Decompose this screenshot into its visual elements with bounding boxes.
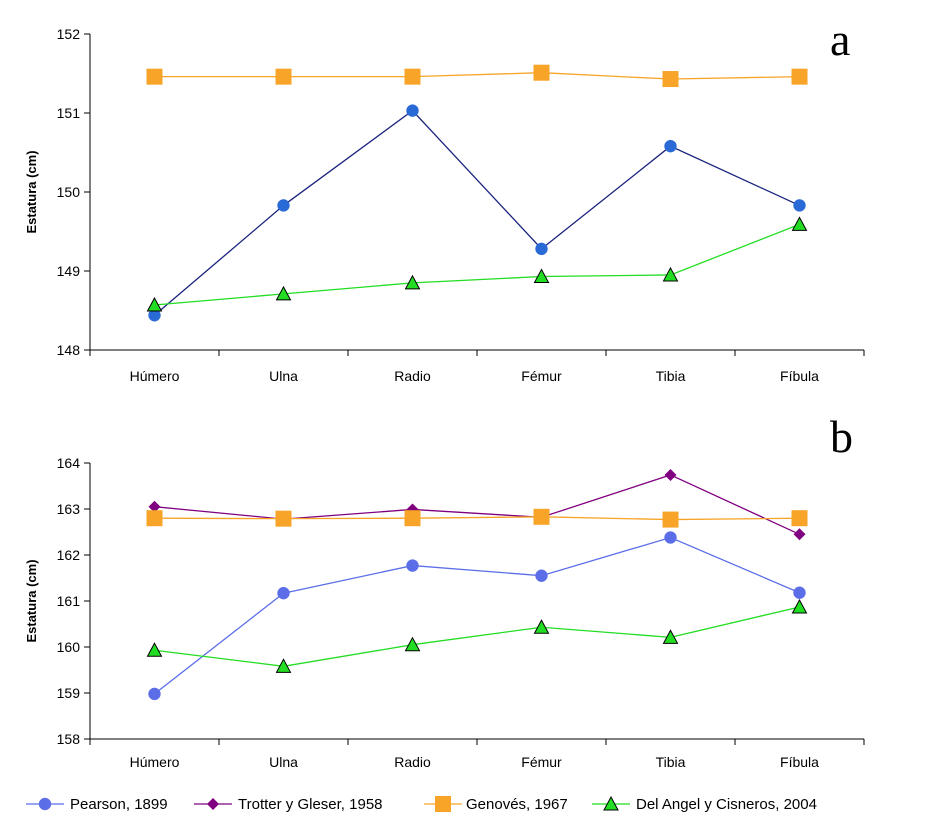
data-point bbox=[277, 586, 290, 600]
data-point bbox=[404, 274, 421, 290]
series-line bbox=[154, 474, 800, 535]
x-tick-label: Tibia bbox=[656, 368, 686, 384]
series-line bbox=[154, 536, 800, 695]
legend-marker bbox=[435, 796, 451, 812]
x-tick-label: Fíbula bbox=[780, 754, 819, 770]
series-line bbox=[154, 516, 800, 521]
legend-label: Genovés, 1967 bbox=[466, 796, 568, 813]
data-point bbox=[793, 528, 806, 541]
data-point bbox=[148, 687, 161, 701]
data-point bbox=[662, 71, 679, 88]
series-delangel bbox=[146, 216, 808, 312]
chart-panel-b: 158 159 160 161 162 163 164 Húmero Ulna Radio Fému… bbox=[24, 411, 865, 770]
y-axis-label: Estatura (cm) bbox=[24, 559, 39, 642]
data-point bbox=[535, 569, 548, 582]
data-point bbox=[404, 510, 421, 527]
legend-item-trotter: Trotter y Gleser, 1958 bbox=[194, 796, 383, 813]
y-tick-label: 162 bbox=[57, 547, 81, 563]
y-tick-label: 163 bbox=[57, 501, 81, 517]
y-tick-label: 164 bbox=[57, 455, 81, 471]
series-line bbox=[154, 606, 800, 667]
y-tick-label: 151 bbox=[57, 105, 81, 121]
series-line bbox=[154, 72, 800, 80]
data-point bbox=[791, 510, 808, 527]
data-point bbox=[533, 64, 550, 81]
x-tick-label: Fémur bbox=[521, 368, 562, 384]
series-line bbox=[154, 223, 800, 306]
data-point bbox=[533, 268, 550, 284]
data-point bbox=[662, 511, 679, 528]
x-tick-label: Húmero bbox=[130, 754, 180, 770]
data-point bbox=[148, 500, 161, 513]
series-trotter bbox=[148, 468, 806, 541]
legend: Pearson, 1899 Trotter y Gleser, 1958 Genov… bbox=[26, 795, 817, 813]
legend-item-genoves: Genovés, 1967 bbox=[424, 796, 568, 813]
y-tick-label: 161 bbox=[57, 593, 81, 609]
data-point bbox=[406, 503, 419, 516]
data-point bbox=[535, 242, 548, 256]
data-point bbox=[533, 508, 550, 525]
x-tick-label: Ulna bbox=[269, 368, 298, 384]
data-point bbox=[146, 510, 163, 527]
data-point bbox=[275, 285, 292, 301]
y-tick-label: 160 bbox=[57, 639, 81, 655]
data-point bbox=[662, 266, 679, 282]
data-point bbox=[146, 642, 163, 657]
series-delangel bbox=[146, 598, 808, 673]
y-tick-label: 158 bbox=[57, 731, 81, 747]
x-tick-label: Radio bbox=[394, 368, 431, 384]
data-point bbox=[406, 104, 419, 117]
series-genoves bbox=[146, 508, 808, 528]
data-point bbox=[791, 598, 808, 614]
series-pearson bbox=[148, 104, 806, 322]
legend-item-delangel: Del Angel y Cisneros, 2004 bbox=[592, 795, 817, 813]
data-point bbox=[146, 68, 163, 85]
data-point bbox=[275, 68, 292, 85]
chart-panel-a: 148 149 150 151 152 Húmero Ulna Radio Fémur Tibia… bbox=[24, 14, 865, 384]
y-axis-label: Estatura (cm) bbox=[24, 150, 39, 233]
data-point bbox=[146, 296, 163, 312]
data-point bbox=[791, 68, 808, 85]
legend-label: Del Angel y Cisneros, 2004 bbox=[636, 796, 817, 813]
series-line bbox=[154, 109, 800, 316]
x-tick-label: Fíbula bbox=[780, 368, 819, 384]
legend-label: Trotter y Gleser, 1958 bbox=[238, 796, 383, 813]
data-point bbox=[793, 586, 806, 599]
x-tick-label: Fémur bbox=[521, 754, 562, 770]
data-point bbox=[662, 629, 679, 644]
y-tick-label: 152 bbox=[57, 26, 81, 42]
series-pearson bbox=[148, 531, 806, 701]
legend-marker bbox=[207, 798, 219, 810]
data-point bbox=[404, 636, 421, 652]
y-tick-label: 150 bbox=[57, 184, 81, 200]
series-genoves bbox=[146, 64, 808, 88]
data-point bbox=[277, 199, 290, 212]
data-point bbox=[664, 468, 677, 481]
legend-marker bbox=[38, 797, 52, 811]
x-tick-label: Tibia bbox=[656, 754, 686, 770]
data-point bbox=[275, 510, 292, 527]
x-tick-label: Húmero bbox=[130, 368, 180, 384]
y-tick-label: 148 bbox=[57, 342, 81, 358]
x-tick-label: Radio bbox=[394, 754, 431, 770]
legend-label: Pearson, 1899 bbox=[70, 796, 168, 813]
data-point bbox=[664, 531, 677, 544]
legend-marker bbox=[603, 795, 619, 811]
data-point bbox=[406, 559, 419, 572]
y-tick-label: 159 bbox=[57, 685, 81, 701]
data-point bbox=[404, 68, 421, 85]
data-point bbox=[791, 216, 808, 231]
data-point bbox=[275, 658, 292, 673]
panel-label: b bbox=[830, 411, 853, 462]
legend-item-pearson: Pearson, 1899 bbox=[26, 796, 168, 813]
data-point bbox=[533, 619, 550, 634]
panel-label: a bbox=[830, 14, 850, 65]
y-tick-label: 149 bbox=[57, 263, 81, 279]
data-point bbox=[664, 139, 677, 153]
data-point bbox=[793, 199, 806, 212]
x-tick-label: Ulna bbox=[269, 754, 298, 770]
